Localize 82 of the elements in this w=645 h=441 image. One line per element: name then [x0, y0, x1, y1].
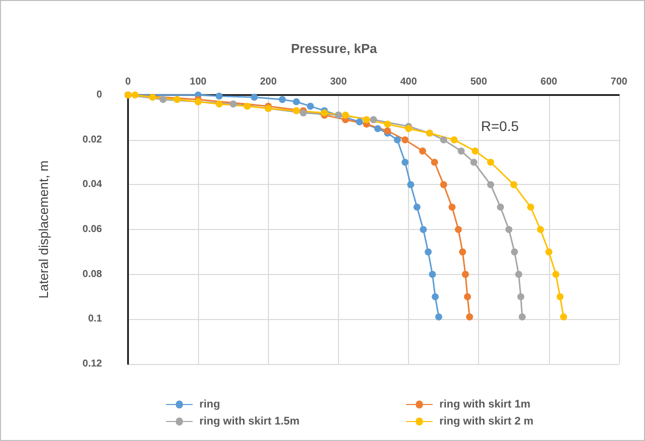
point	[419, 148, 426, 155]
point	[216, 100, 223, 108]
point	[440, 181, 448, 188]
point	[510, 181, 518, 188]
point	[458, 148, 465, 155]
y-tick-label: 0.12	[82, 358, 102, 370]
point	[413, 204, 420, 211]
point	[384, 127, 392, 134]
point	[462, 270, 469, 278]
legend-label: ring with skirt 1m	[439, 398, 531, 410]
point	[527, 204, 534, 211]
point	[342, 112, 349, 119]
point	[459, 248, 466, 256]
y-tick-label: 0.04	[82, 179, 102, 190]
point	[464, 293, 471, 300]
point	[250, 94, 258, 101]
point	[450, 136, 458, 144]
point	[384, 120, 392, 128]
point	[440, 136, 448, 144]
x-tick-label: 100	[190, 76, 207, 88]
point	[362, 116, 370, 124]
point	[432, 293, 439, 300]
legend-label: ring with skirt 1.5m	[199, 416, 300, 428]
point	[407, 181, 414, 188]
point	[515, 270, 522, 278]
point	[278, 96, 286, 103]
point	[466, 313, 474, 320]
y-axis-title: Lateral displacement, m	[36, 160, 51, 299]
point	[517, 293, 524, 300]
legend-label: ring with skirt 2 m	[439, 416, 534, 428]
x-tick-label: 600	[540, 76, 558, 88]
y-tick-label: 0.08	[82, 268, 102, 280]
point	[370, 116, 377, 124]
point	[306, 102, 314, 110]
point	[244, 102, 251, 110]
point	[374, 125, 382, 132]
x-tick-label: 700	[610, 76, 628, 88]
point	[160, 96, 167, 103]
point	[292, 107, 300, 114]
legend-label: ring	[199, 398, 220, 410]
point	[470, 158, 478, 166]
point	[424, 248, 432, 256]
point	[448, 204, 456, 211]
point	[230, 100, 237, 108]
point	[454, 226, 462, 233]
point	[487, 158, 494, 166]
point	[174, 96, 181, 103]
point	[536, 226, 544, 233]
point	[216, 92, 223, 100]
y-tick-label: 0.06	[82, 224, 102, 235]
x-tick-label: 400	[400, 76, 418, 88]
point	[402, 158, 409, 166]
point	[431, 158, 438, 166]
y-tick-label: 0.02	[82, 134, 102, 146]
point	[560, 313, 568, 320]
annotation: R=0.5	[481, 118, 519, 134]
point	[556, 293, 564, 300]
point	[518, 313, 526, 320]
x-tick-label: 500	[470, 76, 488, 88]
point	[472, 148, 479, 155]
x-tick-label: 0	[125, 76, 132, 88]
x-tick-label: 300	[330, 76, 348, 88]
point	[552, 270, 560, 278]
point	[505, 226, 512, 233]
point	[292, 98, 300, 106]
point	[394, 136, 401, 144]
point	[545, 248, 552, 256]
point	[496, 204, 504, 211]
x-tick-label: 200	[260, 76, 278, 88]
point	[402, 136, 409, 144]
point	[435, 313, 442, 320]
point	[356, 118, 363, 126]
point	[149, 94, 156, 101]
point	[132, 92, 139, 98]
point	[487, 181, 494, 188]
point	[420, 226, 427, 233]
y-tick-label: 0	[96, 90, 102, 100]
point	[405, 125, 412, 132]
point	[428, 270, 436, 278]
chart-title: Pressure, kPa	[290, 41, 378, 56]
y-tick-label: 0.1	[88, 314, 102, 325]
point	[510, 248, 518, 256]
